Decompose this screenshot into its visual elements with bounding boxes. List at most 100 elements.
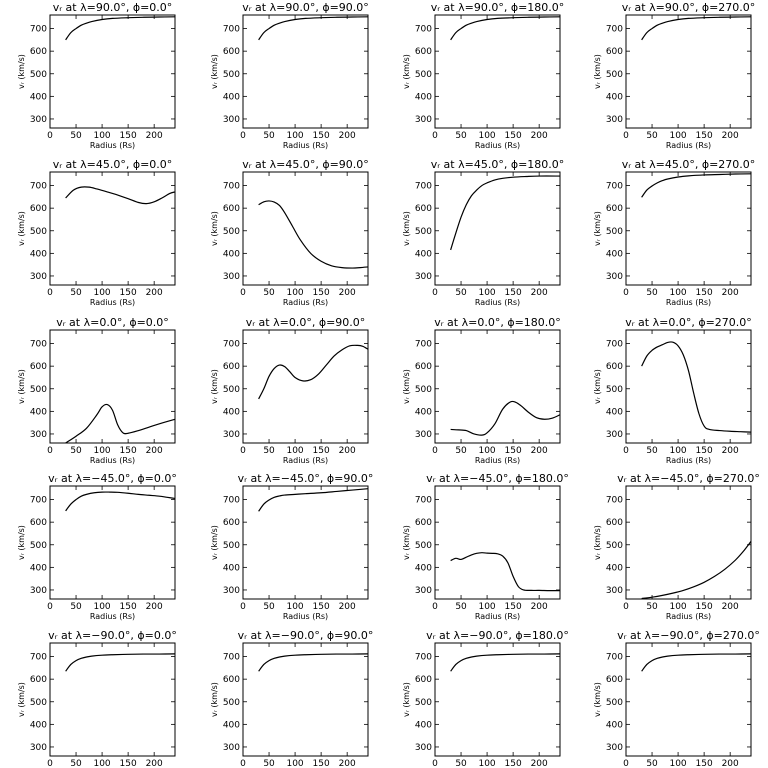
series-line	[258, 653, 369, 672]
y-tick-label: 600	[30, 675, 47, 685]
y-tick-label: 400	[415, 407, 432, 417]
x-tick-label: 200	[146, 759, 163, 768]
y-axis-label: vᵣ (km/s)	[17, 369, 26, 404]
y-tick-label: 500	[223, 385, 240, 395]
x-tick-label: 0	[432, 288, 438, 298]
x-tick-label: 100	[286, 131, 303, 141]
x-tick-label: 150	[505, 446, 522, 456]
y-axis-label: vᵣ (km/s)	[402, 525, 411, 560]
x-tick-label: 0	[432, 446, 438, 456]
y-axis-label: vᵣ (km/s)	[402, 682, 411, 717]
plot-frame	[49, 171, 176, 286]
y-tick-label: 300	[415, 272, 432, 282]
x-tick-label: 0	[432, 131, 438, 141]
y-tick-label: 700	[606, 496, 623, 506]
series-line	[450, 552, 561, 592]
y-tick-label: 300	[223, 743, 240, 753]
x-tick-label: 100	[478, 446, 495, 456]
x-tick-label: 100	[93, 602, 110, 612]
chart-title: vᵣ at λ=0.0°, ϕ=180.0°	[434, 316, 561, 329]
plot-frame	[242, 171, 369, 286]
y-tick-label: 700	[30, 496, 47, 506]
x-tick-label: 0	[47, 288, 53, 298]
x-tick-label: 200	[722, 288, 739, 298]
x-tick-label: 150	[505, 288, 522, 298]
plot-frame	[625, 14, 752, 129]
y-tick-label: 600	[223, 47, 240, 57]
x-tick-label: 0	[623, 446, 629, 456]
chart-panel-3: vᵣ at λ=90.0°, ϕ=180.0° 0 50 100 150 200 300 40…	[402, 1, 564, 150]
y-tick-label: 600	[415, 204, 432, 214]
x-axis-label: Radius (Rs)	[283, 456, 328, 465]
y-tick-label: 500	[415, 385, 432, 395]
y-tick-label: 600	[415, 362, 432, 372]
x-tick-label: 150	[696, 131, 713, 141]
y-axis-label: vᵣ (km/s)	[17, 682, 26, 717]
y-tick-label: 400	[223, 249, 240, 259]
chart-panel-6: vᵣ at λ=45.0°, ϕ=90.0° 0 50 100 150 200 300 400…	[210, 158, 369, 307]
y-tick-label: 300	[30, 272, 47, 282]
y-tick-label: 600	[223, 675, 240, 685]
y-tick-label: 300	[606, 743, 623, 753]
x-tick-label: 0	[240, 759, 246, 768]
y-tick-label: 400	[30, 563, 47, 573]
x-axis-label: Radius (Rs)	[666, 141, 711, 150]
y-tick-label: 700	[223, 25, 240, 35]
x-tick-label: 50	[455, 131, 467, 141]
x-tick-label: 0	[623, 759, 629, 768]
y-tick-label: 400	[30, 249, 47, 259]
x-tick-label: 100	[286, 446, 303, 456]
x-tick-label: 0	[623, 131, 629, 141]
y-tick-label: 600	[415, 518, 432, 528]
plot-frame	[242, 329, 369, 444]
y-tick-label: 500	[223, 698, 240, 708]
y-tick-label: 700	[606, 340, 623, 350]
chart-panel-11: vᵣ at λ=0.0°, ϕ=180.0° 0 50 100 150 200 300 400…	[402, 316, 561, 465]
series-line	[641, 173, 752, 198]
series-line	[65, 403, 176, 444]
x-tick-label: 0	[47, 446, 53, 456]
plot-frame	[49, 329, 176, 444]
y-axis-label: vᵣ (km/s)	[593, 211, 602, 246]
plot-frame	[625, 485, 752, 600]
x-tick-label: 150	[696, 602, 713, 612]
plot-frame	[434, 171, 561, 286]
y-tick-label: 300	[30, 743, 47, 753]
x-tick-label: 50	[263, 759, 275, 768]
x-tick-label: 150	[120, 602, 137, 612]
y-axis-label: vᵣ (km/s)	[402, 369, 411, 404]
chart-panel-19: vᵣ at λ=−90.0°, ϕ=180.0° 0 50 100 150 200 300 4…	[402, 629, 569, 768]
x-axis-label: Radius (Rs)	[475, 298, 520, 307]
y-tick-label: 700	[415, 653, 432, 663]
chart-panel-4: vᵣ at λ=90.0°, ϕ=270.0° 0 50 100 150 200 300 40…	[593, 1, 755, 150]
x-axis-label: Radius (Rs)	[475, 456, 520, 465]
y-tick-label: 300	[223, 430, 240, 440]
y-tick-label: 500	[415, 698, 432, 708]
y-tick-label: 500	[606, 541, 623, 551]
y-tick-label: 700	[30, 182, 47, 192]
chart-panel-13: vᵣ at λ=−45.0°, ϕ=0.0° 0 50 100 150 200 300 400…	[17, 472, 177, 621]
x-axis-label: Radius (Rs)	[283, 612, 328, 621]
x-tick-label: 200	[146, 131, 163, 141]
series-line	[65, 186, 176, 205]
chart-title: vᵣ at λ=45.0°, ϕ=90.0°	[242, 158, 369, 171]
x-tick-label: 150	[120, 288, 137, 298]
x-tick-label: 50	[263, 288, 275, 298]
x-axis-label: Radius (Rs)	[283, 298, 328, 307]
y-tick-label: 600	[606, 47, 623, 57]
y-tick-label: 400	[223, 563, 240, 573]
y-axis-label: vᵣ (km/s)	[17, 525, 26, 560]
y-tick-label: 700	[606, 653, 623, 663]
x-tick-label: 50	[646, 131, 658, 141]
x-tick-label: 0	[432, 602, 438, 612]
y-tick-label: 500	[223, 541, 240, 551]
x-tick-label: 0	[432, 759, 438, 768]
y-tick-label: 500	[415, 541, 432, 551]
series-line	[641, 653, 752, 672]
y-tick-label: 600	[606, 675, 623, 685]
y-tick-label: 600	[30, 204, 47, 214]
y-tick-label: 700	[223, 182, 240, 192]
x-tick-label: 100	[93, 759, 110, 768]
x-tick-label: 200	[722, 131, 739, 141]
